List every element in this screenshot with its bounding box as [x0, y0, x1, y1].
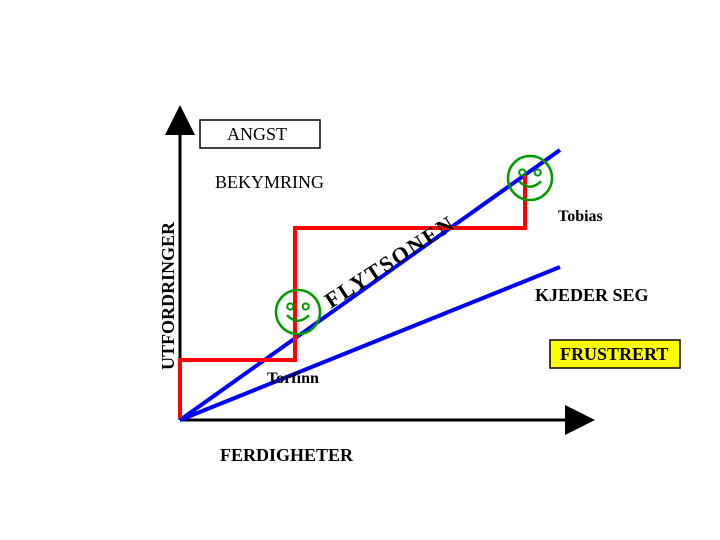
utfordringer-y-label: UTFORDRINGER: [158, 222, 179, 370]
torfinn-smiley-icon: [276, 290, 320, 334]
kjeder-seg-label: KJEDER SEG: [535, 285, 649, 306]
flow-diagram: ANGST BEKYMRING FLYTSONEN KJEDER SEG FRU…: [0, 0, 720, 540]
tobias-label: Tobias: [558, 208, 603, 226]
bekymring-label: BEKYMRING: [215, 172, 324, 193]
angst-label: ANGST: [227, 124, 287, 145]
torfinn-label: Torfinn: [267, 370, 319, 388]
frustrert-label: FRUSTRERT: [560, 344, 668, 365]
tobias-smiley-icon: [508, 156, 552, 200]
ferdigheter-x-label: FERDIGHETER: [220, 445, 353, 466]
